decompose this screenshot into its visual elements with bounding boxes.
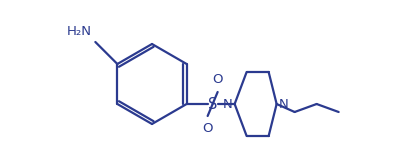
Text: O: O [212,73,223,86]
Text: S: S [208,97,217,112]
Text: N: N [223,98,233,111]
Text: H₂N: H₂N [66,25,91,38]
Text: O: O [202,122,213,135]
Text: N: N [279,98,289,111]
